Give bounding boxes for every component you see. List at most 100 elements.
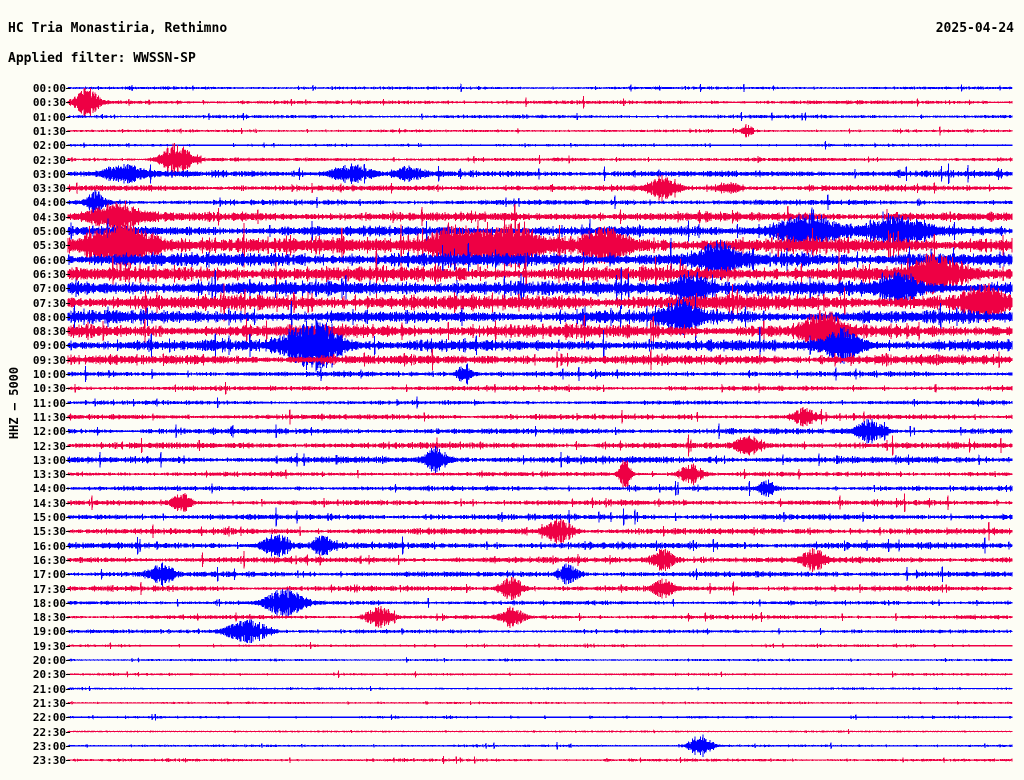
seismic-trace	[67, 319, 1013, 372]
time-axis-label: 05:30	[32, 239, 66, 253]
time-axis-tick	[66, 173, 70, 175]
seismic-trace	[67, 140, 1013, 150]
seismic-trace	[67, 446, 1013, 474]
record-date: 2025-04-24	[935, 21, 1014, 36]
time-axis-tick	[66, 559, 70, 561]
time-axis-tick	[66, 88, 70, 89]
time-axis-tick	[66, 602, 70, 604]
time-axis-tick	[66, 574, 70, 576]
time-axis-tick	[66, 288, 70, 290]
seismic-trace	[67, 562, 1013, 587]
seismic-trace	[67, 174, 1013, 202]
seismic-trace	[67, 713, 1013, 721]
time-axis-tick	[66, 674, 70, 676]
time-axis-tick	[66, 488, 70, 490]
time-axis-tick	[66, 459, 70, 461]
time-axis-label: 12:00	[32, 425, 66, 439]
seismic-trace	[67, 163, 1013, 185]
time-axis-label: 14:30	[32, 496, 66, 510]
time-axis-label: 21:30	[32, 696, 66, 710]
time-axis-label: 09:30	[32, 353, 66, 367]
seismic-trace	[67, 518, 1013, 544]
time-axis-tick	[66, 474, 70, 476]
time-axis-tick	[66, 702, 70, 704]
time-axis-label: 14:00	[32, 482, 66, 496]
time-axis-label: 16:00	[32, 539, 66, 553]
time-axis-label: 01:30	[32, 124, 66, 138]
time-axis-label: 03:30	[32, 182, 66, 196]
time-axis-label: 16:30	[32, 553, 66, 567]
time-axis-label: 23:30	[32, 754, 66, 768]
seismic-trace	[67, 396, 1013, 409]
time-axis-tick	[66, 188, 70, 190]
time-axis-label: 02:30	[32, 153, 66, 167]
time-axis-label: 20:30	[32, 668, 66, 682]
seismic-trace	[67, 576, 1013, 601]
helicorder-plot: 00:00 00:30 01:00 01:30 02:00 02:30 03:00 03:30…	[0, 78, 1024, 774]
time-axis-label: 20:00	[32, 654, 66, 667]
seismic-trace	[67, 460, 1013, 489]
time-axis-tick	[66, 388, 70, 390]
time-axis-label: 18:00	[32, 596, 66, 610]
seismic-trace	[67, 407, 1013, 427]
seismic-trace	[67, 547, 1013, 572]
time-axis-label: 07:00	[32, 282, 66, 296]
seismic-trace	[67, 619, 1013, 644]
time-axis-label: 19:00	[32, 625, 66, 639]
time-axis-tick	[66, 745, 70, 747]
time-axis-tick	[66, 345, 70, 347]
seismic-trace	[67, 642, 1013, 650]
time-axis-tick	[66, 445, 70, 447]
seismic-trace	[67, 124, 1013, 138]
seismic-trace	[67, 434, 1013, 457]
time-axis-tick	[66, 302, 70, 304]
time-axis-tick	[66, 502, 70, 504]
seismic-trace	[67, 111, 1013, 122]
seismic-trace	[67, 142, 1013, 177]
time-axis-tick	[66, 531, 70, 533]
time-axis-tick	[66, 145, 70, 147]
time-axis-label: 04:30	[32, 210, 66, 224]
time-axis-tick	[66, 316, 70, 318]
time-axis-tick	[66, 231, 70, 232]
time-axis-label: 22:00	[32, 711, 66, 725]
time-axis-tick	[66, 431, 70, 433]
time-axis-label: 01:00	[32, 110, 66, 124]
time-axis-tick	[66, 588, 70, 590]
time-axis-tick	[66, 130, 70, 132]
time-axis-tick	[66, 402, 70, 404]
time-axis-tick	[66, 645, 70, 647]
seismic-trace	[67, 87, 1013, 117]
time-axis-tick	[66, 331, 70, 333]
time-axis-label: 17:00	[32, 568, 66, 582]
time-axis-tick	[66, 717, 70, 719]
seismic-trace	[67, 418, 1013, 444]
time-axis-tick	[66, 273, 70, 275]
time-axis-label: 21:00	[32, 682, 66, 696]
time-axis-label: 00:30	[32, 96, 66, 110]
seismic-trace	[67, 729, 1013, 734]
time-axis-label: 11:00	[32, 396, 66, 410]
time-axis-label: 17:30	[32, 582, 66, 596]
seismic-trace	[67, 588, 1013, 618]
page-title: HC Tria Monastiria, Rethimno	[8, 21, 228, 36]
time-axis-tick	[66, 688, 70, 690]
time-axis-tick	[66, 102, 70, 104]
time-axis: 00:00 00:30 01:00 01:30 02:00 02:30 03:00 03:30…	[20, 78, 66, 774]
time-axis-label: 23:00	[32, 739, 66, 753]
seismic-trace	[67, 700, 1013, 705]
seismic-trace	[67, 507, 1013, 527]
seismic-trace	[67, 348, 1013, 371]
time-axis-label: 10:30	[32, 382, 66, 396]
time-axis-label: 13:00	[32, 453, 66, 467]
time-axis-label: 03:00	[32, 167, 66, 181]
time-axis-tick	[66, 416, 70, 418]
time-axis-tick	[66, 116, 70, 118]
time-axis-tick	[66, 660, 70, 661]
time-axis-tick	[66, 517, 70, 518]
time-axis-tick	[66, 760, 70, 762]
time-axis-label: 19:30	[32, 639, 66, 653]
time-axis-label: 08:00	[32, 310, 66, 324]
seismic-trace	[67, 83, 1013, 93]
seismic-trace	[67, 605, 1013, 629]
